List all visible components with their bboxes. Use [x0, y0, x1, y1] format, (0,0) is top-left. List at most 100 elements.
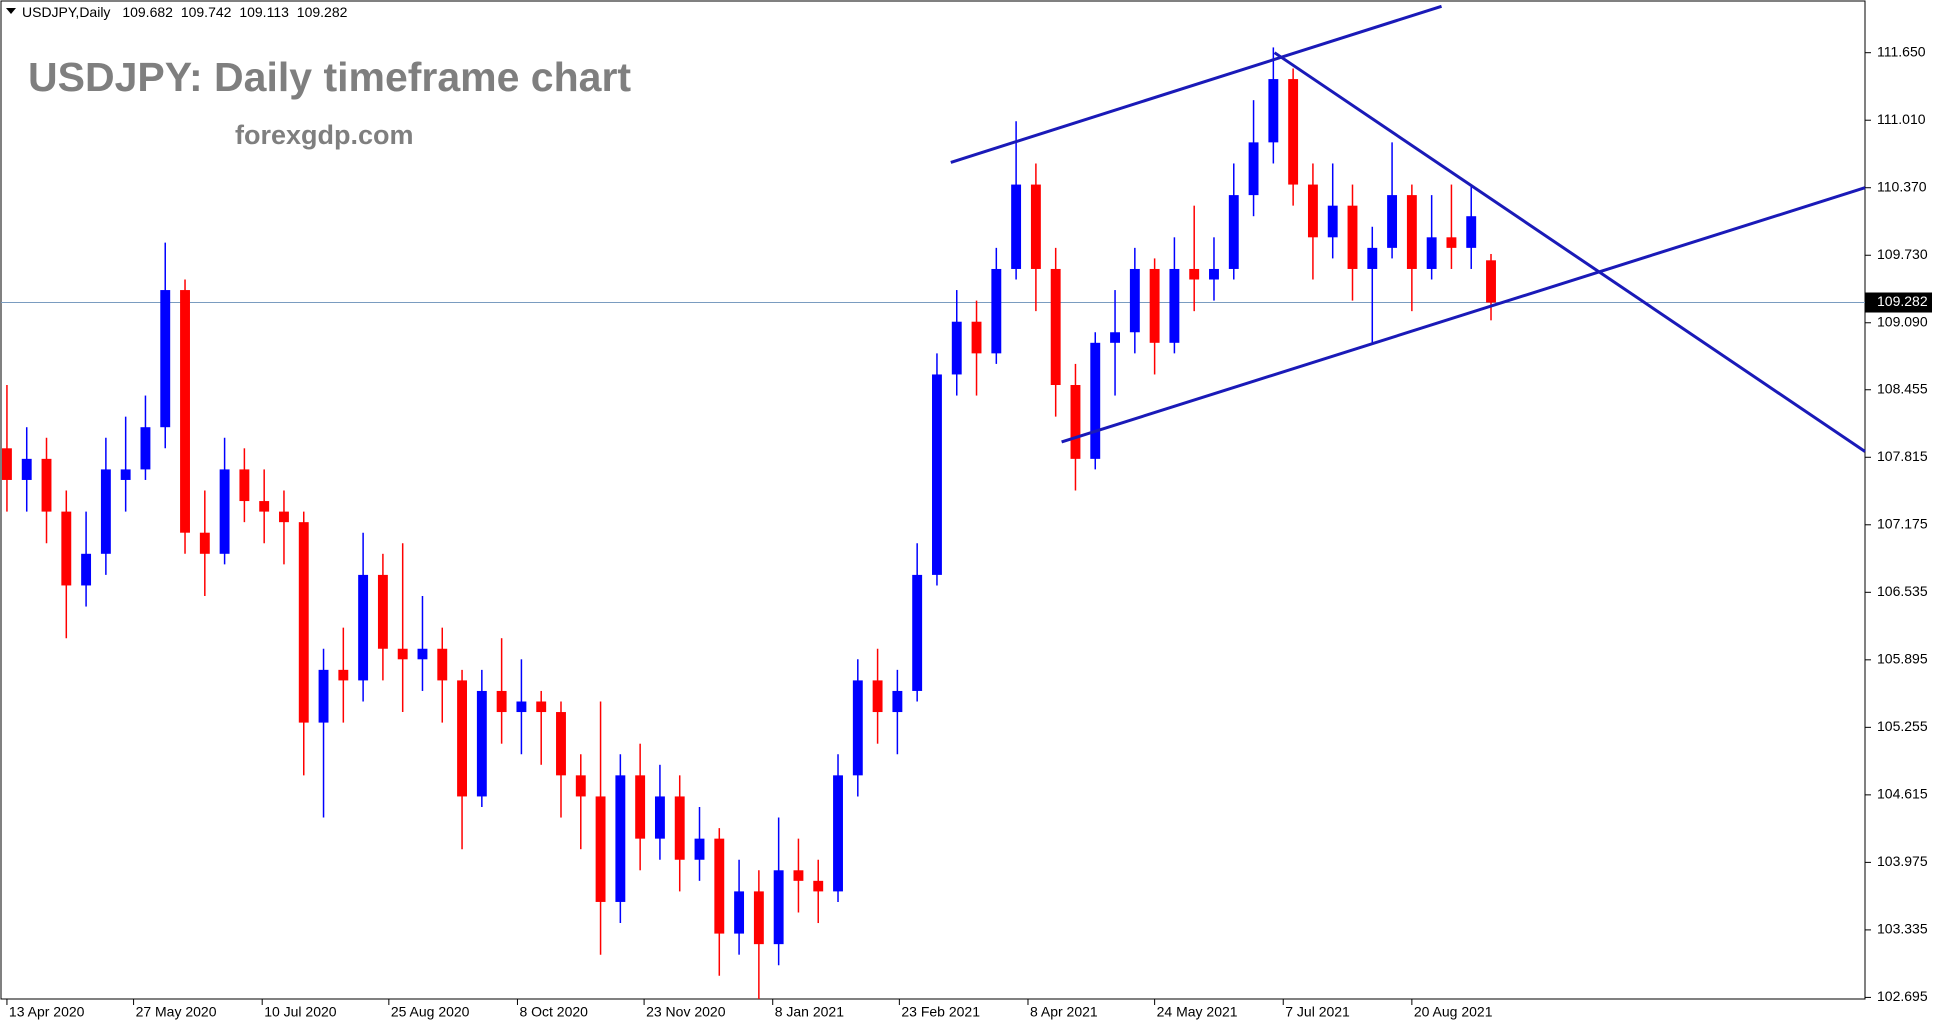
candle-body — [1327, 205, 1338, 238]
y-tick-label: 105.895 — [1877, 651, 1928, 667]
candle-body — [932, 374, 942, 575]
candle-body — [476, 690, 487, 797]
candle-body — [199, 532, 210, 554]
high: 109.742 — [181, 4, 232, 20]
candle-body — [773, 870, 784, 945]
menu-arrow[interactable] — [6, 8, 16, 14]
candle-body — [793, 870, 804, 881]
candle-body — [180, 290, 190, 533]
x-tick-label: 24 May 2021 — [1157, 1004, 1238, 1020]
x-tick-label: 23 Nov 2020 — [646, 1004, 726, 1020]
y-tick-label: 109.090 — [1877, 313, 1928, 329]
candle-body — [813, 880, 824, 892]
candle-body — [1486, 260, 1496, 303]
candle-body — [1307, 184, 1318, 238]
candle-body — [595, 796, 606, 902]
y-tick-label: 111.010 — [1877, 111, 1926, 127]
candle-body — [556, 712, 566, 776]
candle-body — [1446, 237, 1457, 248]
candle-body — [61, 511, 72, 586]
last-price-box — [1865, 292, 1932, 313]
candle-body — [1030, 184, 1041, 269]
x-tick-label: 8 Jan 2021 — [775, 1004, 844, 1020]
y-tick-label: 107.175 — [1877, 515, 1928, 531]
low: 109.113 — [239, 4, 289, 20]
candle-body — [1406, 195, 1417, 269]
candle-body — [674, 796, 685, 860]
y-tick-label: 102.695 — [1877, 988, 1928, 1004]
x-tick-label: 20 Aug 2021 — [1414, 1004, 1493, 1020]
y-tick-label: 106.535 — [1877, 583, 1928, 599]
candle-body — [753, 891, 764, 945]
candle-body — [437, 648, 448, 681]
x-tick-label: 8 Apr 2021 — [1030, 1004, 1098, 1020]
candle-body — [536, 701, 547, 713]
candle-body — [1387, 195, 1398, 248]
candle-body — [1110, 332, 1120, 343]
y-tick-label: 103.975 — [1877, 853, 1928, 869]
candle-body — [1189, 268, 1200, 280]
y-tick-label: 111.650 — [1877, 43, 1926, 59]
candle-body — [338, 669, 349, 681]
y-tick-label: 108.455 — [1877, 380, 1928, 396]
header: USDJPY,Daily 109.682 109.742 109.113 109… — [22, 4, 348, 20]
symbol: USDJPY,Daily — [22, 4, 110, 20]
candle-body — [1426, 237, 1437, 269]
candle-body — [41, 458, 52, 512]
candle-body — [635, 775, 646, 839]
candle-body — [1466, 216, 1477, 248]
last-price-label: 109.282 — [1877, 293, 1928, 309]
x-tick-label: 25 Aug 2020 — [391, 1004, 470, 1020]
plot-frame — [0, 0, 1866, 1000]
candle-body — [912, 574, 923, 691]
candle-body — [377, 574, 388, 649]
candle-body — [516, 701, 527, 713]
candle-body — [872, 680, 883, 713]
candle-body — [120, 469, 131, 480]
candle-body — [1367, 247, 1378, 269]
candle-body — [654, 796, 665, 839]
candle-body — [318, 669, 329, 723]
candle-body — [615, 775, 626, 902]
x-tick-label: 8 Oct 2020 — [519, 1004, 588, 1020]
candle-body — [21, 458, 32, 480]
candle-body — [714, 838, 725, 934]
candle-body — [1248, 142, 1259, 196]
candle-body — [971, 321, 982, 354]
y-tick-label: 110.370 — [1877, 178, 1927, 194]
x-tick-label: 23 Feb 2021 — [901, 1004, 980, 1020]
candle-body — [1288, 79, 1299, 185]
candle-body — [219, 469, 230, 554]
candle-body — [397, 648, 408, 660]
candle-body — [951, 321, 962, 375]
x-tick-label: 7 Jul 2021 — [1285, 1004, 1350, 1020]
candle-body — [1347, 205, 1358, 269]
candle-body — [1070, 385, 1081, 459]
candle-body — [1209, 268, 1219, 280]
candle-body — [496, 690, 507, 713]
candle-body — [140, 427, 151, 470]
candle-body — [259, 501, 270, 512]
x-tick-label: 10 Jul 2020 — [264, 1004, 337, 1020]
candle-body — [575, 775, 586, 797]
y-tick-label: 103.335 — [1877, 921, 1928, 937]
candle-body — [1228, 195, 1239, 269]
candle-body — [100, 469, 111, 554]
candle-body — [160, 290, 171, 428]
candle-body — [1011, 184, 1022, 269]
candle-body — [1090, 342, 1101, 459]
x-tick-label: 13 Apr 2020 — [9, 1004, 85, 1020]
candle-body — [694, 838, 705, 860]
trendline — [950, 4, 1442, 164]
y-tick-label: 104.615 — [1877, 786, 1928, 802]
candle-body — [1149, 268, 1160, 343]
y-tick-label: 109.730 — [1877, 246, 1928, 262]
trendline — [1273, 51, 1866, 453]
candle-body — [1169, 268, 1180, 343]
candle-body — [1050, 268, 1061, 386]
candle-body — [81, 553, 92, 586]
candle-body — [417, 648, 428, 660]
candle-body — [852, 680, 863, 776]
candle-body — [892, 690, 903, 713]
